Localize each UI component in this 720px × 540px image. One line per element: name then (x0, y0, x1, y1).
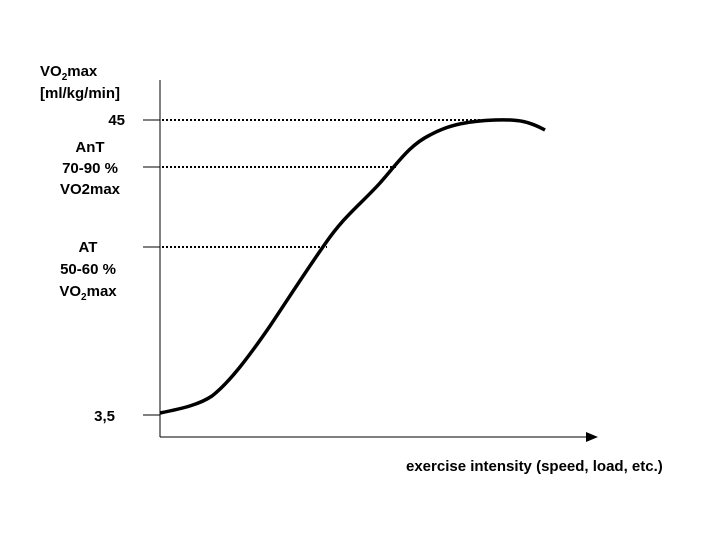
label-part: max (87, 283, 118, 300)
guide-lines (162, 119, 512, 248)
level-label: AT (79, 239, 98, 256)
level-label: 70-90 % (62, 160, 118, 177)
level-label: 3,5 (94, 408, 115, 425)
label-part: max (67, 63, 98, 80)
x-axis-arrow (586, 432, 598, 442)
label-part: VO (59, 283, 81, 300)
level-label: 45 (108, 112, 125, 129)
y-axis-unit: [ml/kg/min] (40, 85, 120, 102)
y-axis-label: VO2max (40, 63, 98, 83)
label-part: VO (40, 63, 62, 80)
level-label: VO2max (59, 283, 117, 303)
curve (159, 118, 546, 415)
label-subscript: 2 (81, 292, 87, 303)
label-subscript: 2 (62, 72, 68, 83)
level-label: 50-60 % (60, 261, 116, 278)
x-axis-label: exercise intensity (speed, load, etc.) (406, 458, 663, 475)
ticks (143, 119, 160, 416)
level-label: AnT (75, 139, 104, 156)
level-label: VO2max (60, 181, 121, 198)
